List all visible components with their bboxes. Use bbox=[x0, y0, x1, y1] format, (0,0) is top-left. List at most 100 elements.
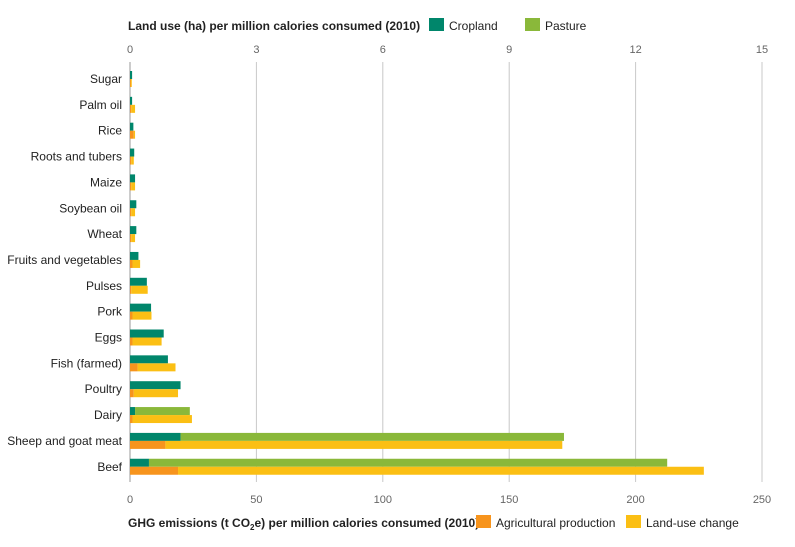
bar-ghg-agricultural-production bbox=[130, 389, 134, 398]
bar-land-use-cropland bbox=[130, 458, 149, 467]
category-label: Beef bbox=[97, 460, 122, 474]
bar-ghg-agricultural-production bbox=[130, 337, 133, 346]
bottom-tick-label: 50 bbox=[250, 494, 262, 506]
bottom-axis-header: GHG emissions (t CO2e) per million calor… bbox=[128, 515, 739, 532]
bar-ghg-agricultural-production bbox=[130, 234, 132, 243]
category-label: Sheep and goat meat bbox=[7, 434, 122, 448]
category-label: Fish (farmed) bbox=[51, 356, 122, 370]
gridlines bbox=[129, 62, 763, 482]
bar-ghg-agricultural-production bbox=[130, 415, 133, 424]
top-tick-label: 9 bbox=[506, 44, 512, 56]
bar-ghg-land-use-change bbox=[131, 182, 136, 191]
bar-ghg-agricultural-production bbox=[130, 79, 131, 87]
bar-ghg-land-use-change bbox=[130, 79, 132, 87]
category-label: Fruits and vegetables bbox=[7, 253, 122, 267]
bar-ghg-agricultural-production bbox=[130, 156, 132, 165]
legend-swatch-pasture bbox=[525, 18, 540, 31]
bar-ghg-agricultural-production bbox=[130, 440, 166, 449]
bars bbox=[130, 71, 704, 475]
bar-ghg-agricultural-production bbox=[130, 466, 179, 475]
bar-land-use-cropland bbox=[130, 96, 133, 105]
bar-land-use-cropland bbox=[130, 407, 136, 416]
legend-label-agricultural-production: Agricultural production bbox=[496, 516, 615, 530]
bar-land-use-cropland bbox=[130, 200, 137, 209]
bar-land-use-cropland bbox=[130, 122, 134, 131]
bar-ghg-land-use-change bbox=[131, 285, 148, 294]
bar-ghg-agricultural-production bbox=[130, 104, 132, 113]
legend-swatch-land-use-change bbox=[626, 515, 641, 528]
bar-ghg-agricultural-production bbox=[130, 208, 132, 217]
category-label: Roots and tubers bbox=[31, 150, 122, 164]
category-label: Soybean oil bbox=[59, 201, 122, 215]
bar-ghg-agricultural-production bbox=[130, 311, 133, 320]
top-axis-title: Land use (ha) per million calories consu… bbox=[128, 19, 420, 33]
bar-ghg-land-use-change bbox=[131, 234, 136, 243]
bar-land-use-pasture bbox=[148, 458, 668, 467]
bar-land-use-pasture bbox=[180, 432, 564, 441]
category-label: Poultry bbox=[85, 382, 122, 396]
bar-land-use-cropland bbox=[130, 277, 147, 286]
top-tick-label: 12 bbox=[629, 44, 641, 56]
bar-ghg-agricultural-production bbox=[130, 259, 133, 268]
top-axis-header: Land use (ha) per million calories consu… bbox=[128, 18, 587, 33]
legend-swatch-agricultural-production bbox=[476, 515, 491, 528]
bottom-axis-title-sub: 2 bbox=[250, 523, 255, 532]
tick-labels: 0 3 6 9 12 150 50 100 150 200 250 bbox=[127, 44, 771, 506]
category-labels: Sugar Palm oil Rice Roots and tubers Maize So… bbox=[7, 72, 123, 474]
bottom-tick-label: 250 bbox=[753, 494, 771, 506]
top-tick-label: 3 bbox=[253, 44, 259, 56]
bar-land-use-cropland bbox=[130, 226, 137, 235]
bar-ghg-agricultural-production bbox=[130, 285, 132, 294]
top-tick-label: 0 bbox=[127, 44, 133, 56]
category-label: Wheat bbox=[87, 227, 122, 241]
bar-ghg-land-use-change bbox=[131, 156, 134, 165]
category-label: Rice bbox=[98, 124, 122, 138]
bar-ghg-land-use-change bbox=[178, 466, 704, 475]
bar-land-use-cropland bbox=[130, 174, 136, 183]
legend-label-land-use-change: Land-use change bbox=[646, 516, 739, 530]
category-label: Pulses bbox=[86, 279, 122, 293]
bottom-axis-title-pre: GHG emissions (t CO bbox=[128, 516, 250, 530]
bottom-tick-label: 150 bbox=[500, 494, 518, 506]
bar-land-use-cropland bbox=[130, 71, 133, 79]
bar-land-use-cropland bbox=[130, 381, 181, 390]
bar-ghg-agricultural-production bbox=[130, 182, 132, 191]
bar-ghg-land-use-change bbox=[131, 104, 136, 113]
bar-ghg-land-use-change bbox=[133, 389, 179, 398]
bar-land-use-cropland bbox=[130, 303, 152, 312]
bar-ghg-land-use-change bbox=[131, 208, 136, 217]
bar-ghg-land-use-change bbox=[132, 259, 141, 268]
category-label: Pork bbox=[97, 305, 123, 319]
legend-label-cropland: Cropland bbox=[449, 19, 498, 33]
category-label: Dairy bbox=[94, 408, 122, 422]
bar-land-use-cropland bbox=[130, 355, 168, 364]
top-tick-label: 15 bbox=[756, 44, 768, 56]
bottom-axis-title: GHG emissions (t CO2e) per million calor… bbox=[128, 516, 479, 532]
bar-ghg-land-use-change bbox=[132, 337, 162, 346]
bar-ghg-land-use-change bbox=[132, 415, 192, 424]
bar-land-use-cropland bbox=[130, 148, 135, 157]
bar-ghg-agricultural-production bbox=[130, 130, 134, 139]
bar-ghg-agricultural-production bbox=[130, 363, 138, 372]
bar-land-use-cropland bbox=[130, 432, 181, 441]
bar-land-use-pasture bbox=[135, 407, 190, 416]
bar-ghg-land-use-change bbox=[132, 311, 152, 320]
bar-ghg-land-use-change bbox=[165, 440, 563, 449]
bottom-axis-title-post: e) per million calories consumed (2010) bbox=[254, 516, 479, 530]
bar-ghg-land-use-change bbox=[137, 363, 176, 372]
legend-swatch-cropland bbox=[429, 18, 444, 31]
bottom-tick-label: 0 bbox=[127, 494, 133, 506]
category-label: Sugar bbox=[90, 72, 122, 86]
category-label: Eggs bbox=[95, 331, 122, 345]
bottom-tick-label: 200 bbox=[626, 494, 644, 506]
category-label: Palm oil bbox=[79, 98, 122, 112]
top-tick-label: 6 bbox=[380, 44, 386, 56]
legend-label-pasture: Pasture bbox=[545, 19, 587, 33]
category-label: Maize bbox=[90, 175, 122, 189]
bar-land-use-cropland bbox=[130, 251, 139, 260]
bar-land-use-cropland bbox=[130, 329, 164, 338]
bottom-tick-label: 100 bbox=[374, 494, 392, 506]
bar-ghg-land-use-change bbox=[133, 130, 136, 139]
